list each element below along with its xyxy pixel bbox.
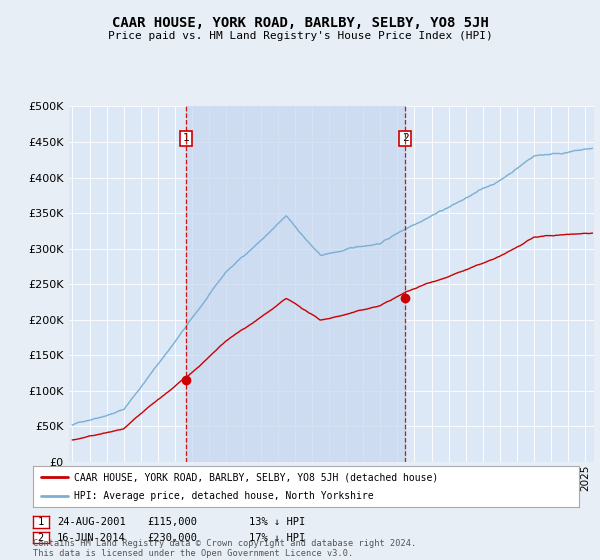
Text: 1: 1 (183, 133, 190, 143)
Text: 2: 2 (402, 133, 409, 143)
Text: £230,000: £230,000 (147, 533, 197, 543)
Text: CAAR HOUSE, YORK ROAD, BARLBY, SELBY, YO8 5JH: CAAR HOUSE, YORK ROAD, BARLBY, SELBY, YO… (112, 16, 488, 30)
Text: 2: 2 (38, 533, 44, 543)
Text: 16-JUN-2014: 16-JUN-2014 (57, 533, 126, 543)
Text: £115,000: £115,000 (147, 517, 197, 527)
Text: Contains HM Land Registry data © Crown copyright and database right 2024.
This d: Contains HM Land Registry data © Crown c… (33, 539, 416, 558)
Text: Price paid vs. HM Land Registry's House Price Index (HPI): Price paid vs. HM Land Registry's House … (107, 31, 493, 41)
Text: 13% ↓ HPI: 13% ↓ HPI (249, 517, 305, 527)
Bar (186, 106, 405, 462)
Text: 1: 1 (38, 517, 44, 527)
Text: 17% ↓ HPI: 17% ↓ HPI (249, 533, 305, 543)
Text: CAAR HOUSE, YORK ROAD, BARLBY, SELBY, YO8 5JH (detached house): CAAR HOUSE, YORK ROAD, BARLBY, SELBY, YO… (74, 473, 438, 482)
Text: HPI: Average price, detached house, North Yorkshire: HPI: Average price, detached house, Nort… (74, 491, 374, 501)
Text: 24-AUG-2001: 24-AUG-2001 (57, 517, 126, 527)
